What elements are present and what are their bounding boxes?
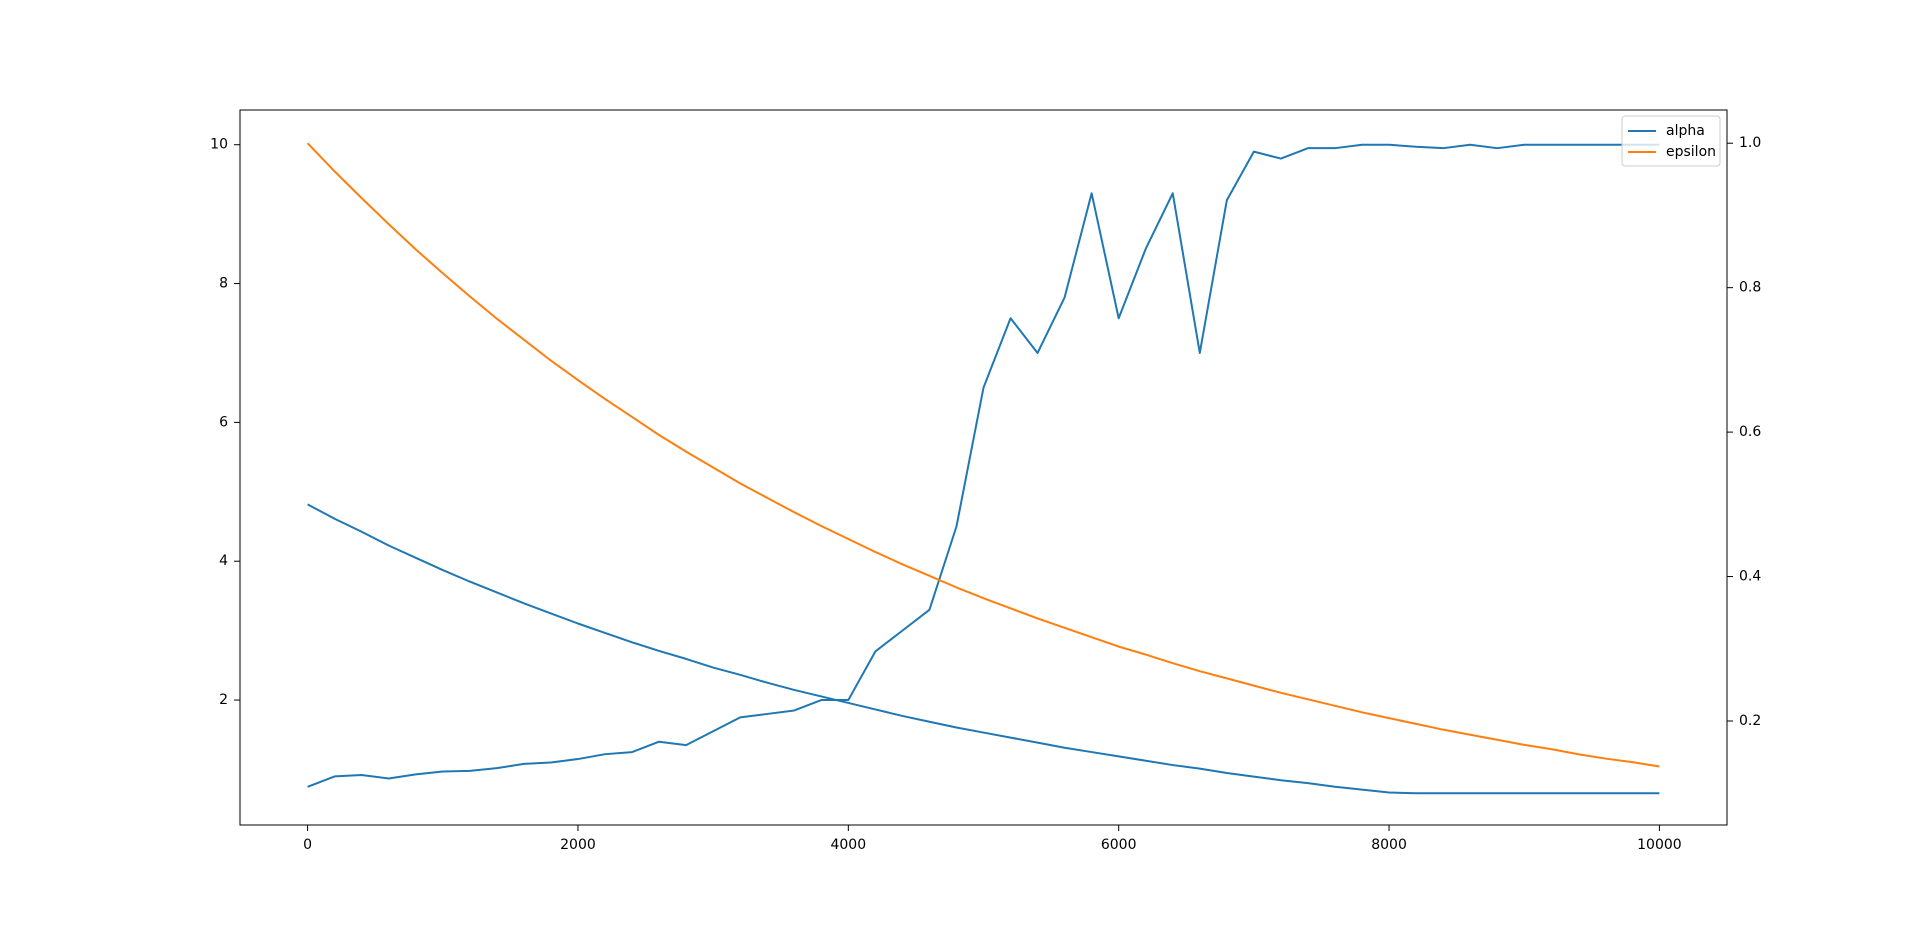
legend-box — [1621, 115, 1721, 167]
x-tick-label: 8000 — [1371, 837, 1407, 853]
legend-label: epsilon — [1666, 144, 1716, 160]
y2-tick-label: 0.6 — [1739, 424, 1761, 440]
plot-frame — [239, 109, 1728, 826]
series-line — [307, 503, 1660, 795]
y2-tick-label: 0.4 — [1739, 569, 1761, 585]
y-tick-label: 8 — [219, 276, 228, 292]
x-tick-label: 4000 — [830, 837, 866, 853]
y2-tick-label: 1.0 — [1739, 135, 1761, 151]
legend: alpha epsilon — [1621, 115, 1721, 167]
legend-label: alpha — [1666, 123, 1705, 139]
y2-tick-label: 0.8 — [1739, 280, 1761, 296]
y-tick-label: 4 — [219, 553, 228, 569]
x-tick-label: 2000 — [560, 837, 596, 853]
y-tick-label: 10 — [210, 137, 228, 153]
x-tick-label: 0 — [303, 837, 312, 853]
y-tick-label: 6 — [219, 414, 228, 430]
y2-tick-label: 0.2 — [1739, 713, 1761, 729]
x-tick-label: 10000 — [1637, 837, 1682, 853]
series-line — [306, 142, 1660, 768]
x-tick-label: 6000 — [1101, 837, 1137, 853]
series-line — [307, 143, 1660, 788]
y-tick-label: 2 — [219, 692, 228, 708]
